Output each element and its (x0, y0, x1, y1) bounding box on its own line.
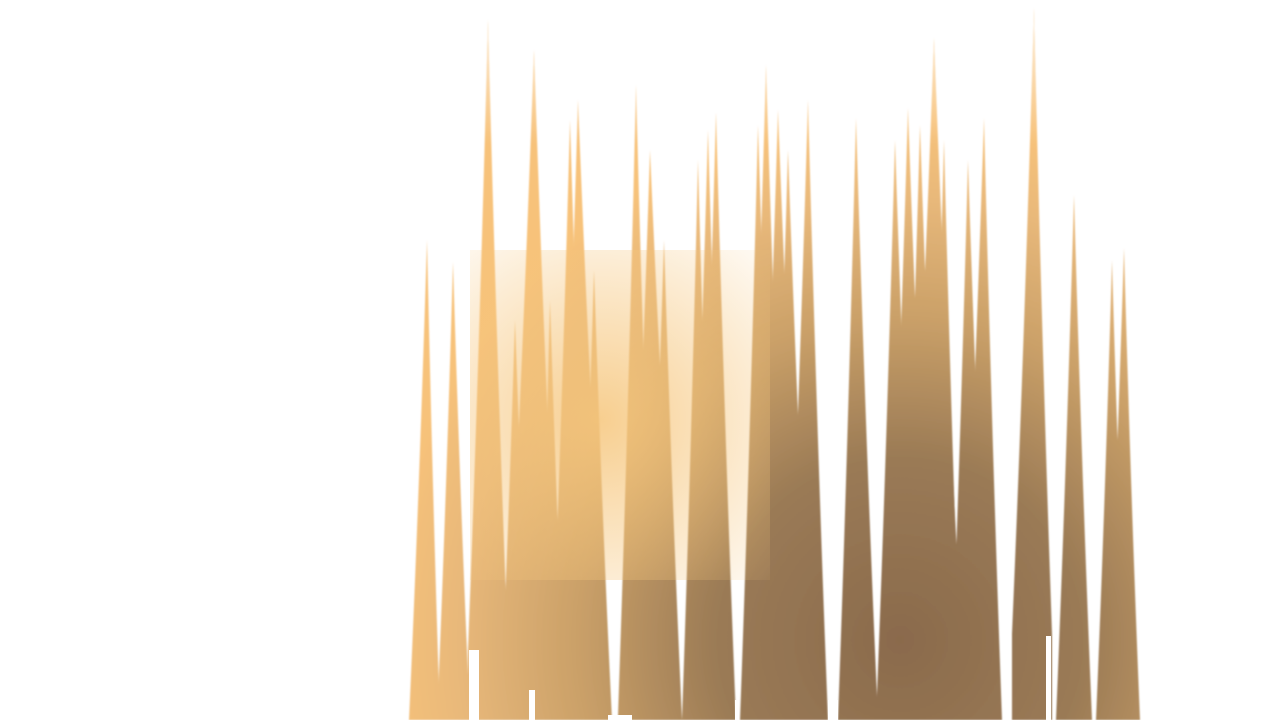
spike-tip-fade (1012, 8, 1052, 720)
base-notches (469, 636, 1051, 720)
base-notch (828, 700, 838, 720)
glow-overlay (470, 250, 770, 580)
spike-tip-fade (437, 262, 470, 720)
base-notch (469, 650, 479, 720)
spike-tip-fade (409, 240, 440, 720)
spike-tip-fade (1106, 248, 1140, 720)
spike-tip-fade (960, 118, 1002, 720)
spike-tip-fade (926, 140, 962, 720)
highlight-glow (470, 250, 770, 580)
base-notch (608, 715, 632, 720)
base-notch (735, 700, 739, 720)
spike-tip-fade (786, 100, 828, 720)
spike-tip-fade (1056, 195, 1092, 720)
base-notch (1046, 636, 1051, 720)
spike-tip-fade (838, 118, 878, 720)
base-notch (529, 690, 535, 720)
